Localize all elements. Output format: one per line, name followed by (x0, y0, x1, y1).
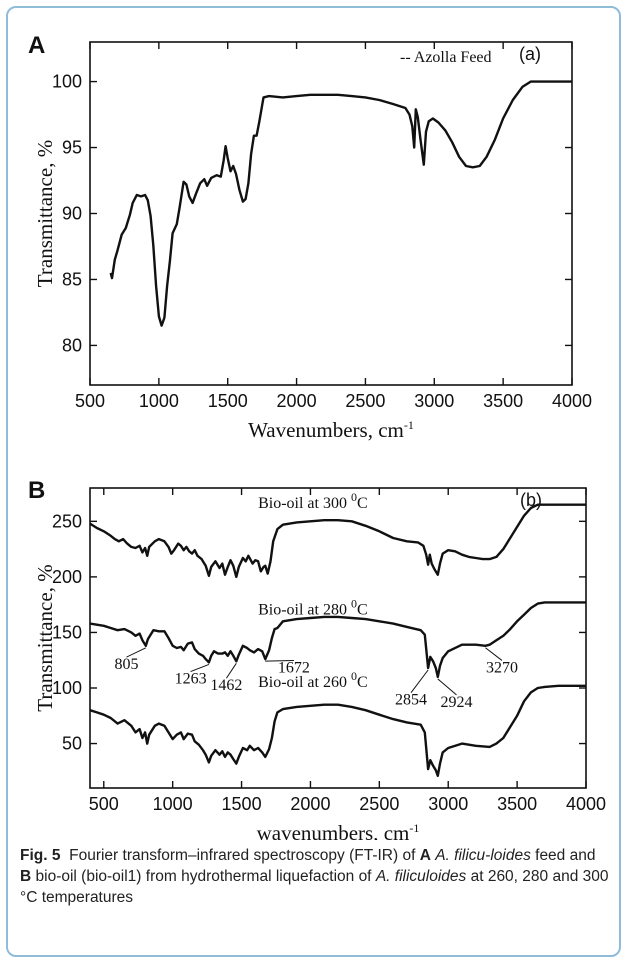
panel-b-x-tick-label: 3500 (497, 794, 537, 814)
panel-b-y-tick-label: 150 (52, 622, 82, 642)
panel-a-x-axis-label: Wavenumbers, cm-1 (248, 418, 414, 442)
panel-b-x-tick-label: 3000 (428, 794, 468, 814)
panel-b-series-line-1 (89, 503, 586, 579)
panel-b-annotation-leader (225, 663, 237, 679)
caption-text-2: feed and (530, 847, 596, 864)
panel-a-x-tick-label: 2000 (277, 391, 317, 411)
chart-panel-b: 500 1000 1500 2000 2500 3000 3500 4000 50 100 150 2… (28, 477, 606, 840)
panel-b-annotation-leader (190, 663, 210, 673)
panel-b-x-tick-label: 4000 (566, 794, 606, 814)
panel-a-x-tick-label: 2500 (345, 391, 385, 411)
panel-b-y-axis-label: Transmittance, % (33, 564, 57, 711)
panel-b-x-tick-label: 1500 (222, 794, 262, 814)
panel-b-annotation-label: 3270 (486, 659, 518, 676)
figure-frame (6, 6, 621, 957)
panel-b-annotation-label: 2854 (395, 692, 427, 709)
caption-fig-label: Fig. 5 (20, 847, 61, 864)
panel-b-x-tick-label: 2500 (359, 794, 399, 814)
caption-italic-b: A. filiculoides (375, 868, 467, 885)
panel-b-annotation-leader (437, 678, 457, 696)
panel-b-series-line-3 (89, 684, 586, 777)
panel-b-annotation-leader (410, 669, 429, 693)
caption-italic-a: A. filicu-loides (435, 847, 531, 864)
panel-b-annotation-label: 2924 (440, 694, 472, 711)
panel-b-series-label-2: Bio-oil at 280 0C (258, 597, 368, 619)
caption-text-1: Fourier transform–infrared spectroscopy … (69, 847, 420, 864)
caption-text-4: at 260, 280 and 300 °C temperatures (20, 868, 609, 906)
panel-a-y-tick-label: 90 (62, 204, 82, 224)
panel-b-y-tick-label: 50 (62, 734, 82, 754)
panel-b-x-tick-label: 2000 (290, 794, 330, 814)
panel-b-letter: B (28, 477, 45, 504)
panel-b-annotation-label: 1263 (175, 671, 207, 688)
caption-bold-b: B (20, 868, 32, 885)
panel-b-y-tick-label: 100 (52, 678, 82, 698)
panel-b-series-line-2 (89, 601, 586, 679)
panel-b-annotation-label: 1462 (210, 677, 242, 694)
panel-a-x-tick-label: 3000 (414, 391, 454, 411)
panel-a-series-line-1 (109, 80, 572, 327)
panel-a-y-tick-label: 100 (52, 72, 82, 92)
panel-b-annotation-label: 805 (115, 656, 139, 673)
panel-b-series-label-3: Bio-oil at 260 0C (258, 669, 368, 691)
panel-a-subpanel-label: (a) (519, 44, 541, 64)
panel-b-annotation-leader (265, 659, 294, 662)
figure-caption: Fig. 5 Fourier transform–infrared spectr… (20, 845, 610, 908)
panel-b-annotation-leader (126, 647, 147, 658)
panel-a-letter: A (28, 32, 45, 59)
panel-a-x-tick-label: 500 (75, 391, 105, 411)
panel-a-y-tick-label: 95 (62, 138, 82, 158)
panel-a-y-tick-label: 80 (62, 335, 82, 355)
panel-b-y-tick-label: 250 (52, 511, 82, 531)
panel-a-x-tick-label: 3500 (483, 391, 523, 411)
panel-b-x-tick-label: 1000 (153, 794, 193, 814)
panel-b-annotation-label: 1672 (278, 659, 310, 676)
panel-a-x-tick-label: 4000 (552, 391, 592, 411)
panel-a-legend: -- Azolla Feed (400, 49, 492, 66)
panel-a-y-tick-label: 85 (62, 269, 82, 289)
panel-b-series-label-1: Bio-oil at 300 0C (258, 490, 368, 512)
panel-b-plot-frame (89, 487, 587, 789)
panel-b-x-axis-label: wavenumbers, cm-1 (257, 821, 420, 840)
panel-a-y-axis-label: Transmittance, % (33, 140, 57, 287)
panel-b-annotation-leader (485, 647, 503, 661)
panel-b-x-tick-label: 500 (89, 794, 119, 814)
panel-b-y-tick-label: 200 (52, 567, 82, 587)
panel-a-x-tick-label: 1000 (139, 391, 179, 411)
caption-bold-a: A (419, 847, 431, 864)
panel-a-x-tick-label: 1500 (208, 391, 248, 411)
caption-text-3: bio-oil (bio-oil1) from hydrothermal liq… (31, 868, 376, 885)
chart-panel-a: 500 1000 1500 2000 2500 3000 3500 4000 80 85 90 95 1… (28, 32, 592, 442)
